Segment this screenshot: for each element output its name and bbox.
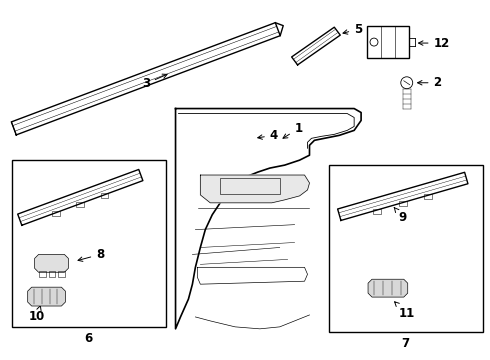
Bar bbox=[373, 209, 381, 213]
Bar bbox=[220, 178, 280, 194]
Text: 8: 8 bbox=[78, 248, 104, 261]
Text: 10: 10 bbox=[28, 305, 45, 323]
Bar bbox=[76, 202, 84, 207]
Text: 3: 3 bbox=[142, 74, 167, 90]
Text: 11: 11 bbox=[394, 302, 415, 320]
Bar bbox=[399, 201, 407, 206]
Bar bbox=[226, 134, 236, 142]
Text: 1: 1 bbox=[283, 122, 303, 138]
Circle shape bbox=[219, 139, 225, 145]
Bar bbox=[329, 165, 483, 332]
Bar bbox=[12, 160, 166, 327]
Bar bbox=[367, 26, 409, 58]
Text: 6: 6 bbox=[84, 332, 92, 345]
Text: 5: 5 bbox=[343, 23, 363, 36]
Polygon shape bbox=[368, 279, 408, 297]
Polygon shape bbox=[175, 109, 361, 329]
Circle shape bbox=[401, 77, 413, 89]
Bar bbox=[49, 271, 55, 277]
Bar bbox=[39, 271, 46, 277]
Bar bbox=[100, 193, 108, 198]
Text: 9: 9 bbox=[394, 207, 407, 224]
Circle shape bbox=[370, 38, 378, 46]
Text: 4: 4 bbox=[258, 129, 278, 142]
Bar bbox=[52, 211, 60, 216]
Polygon shape bbox=[35, 255, 69, 272]
Text: 2: 2 bbox=[417, 76, 441, 89]
Bar bbox=[424, 194, 432, 199]
Text: 7: 7 bbox=[402, 337, 410, 350]
Polygon shape bbox=[28, 287, 65, 306]
Bar bbox=[58, 271, 65, 277]
Polygon shape bbox=[200, 175, 310, 203]
Text: 12: 12 bbox=[418, 37, 450, 50]
